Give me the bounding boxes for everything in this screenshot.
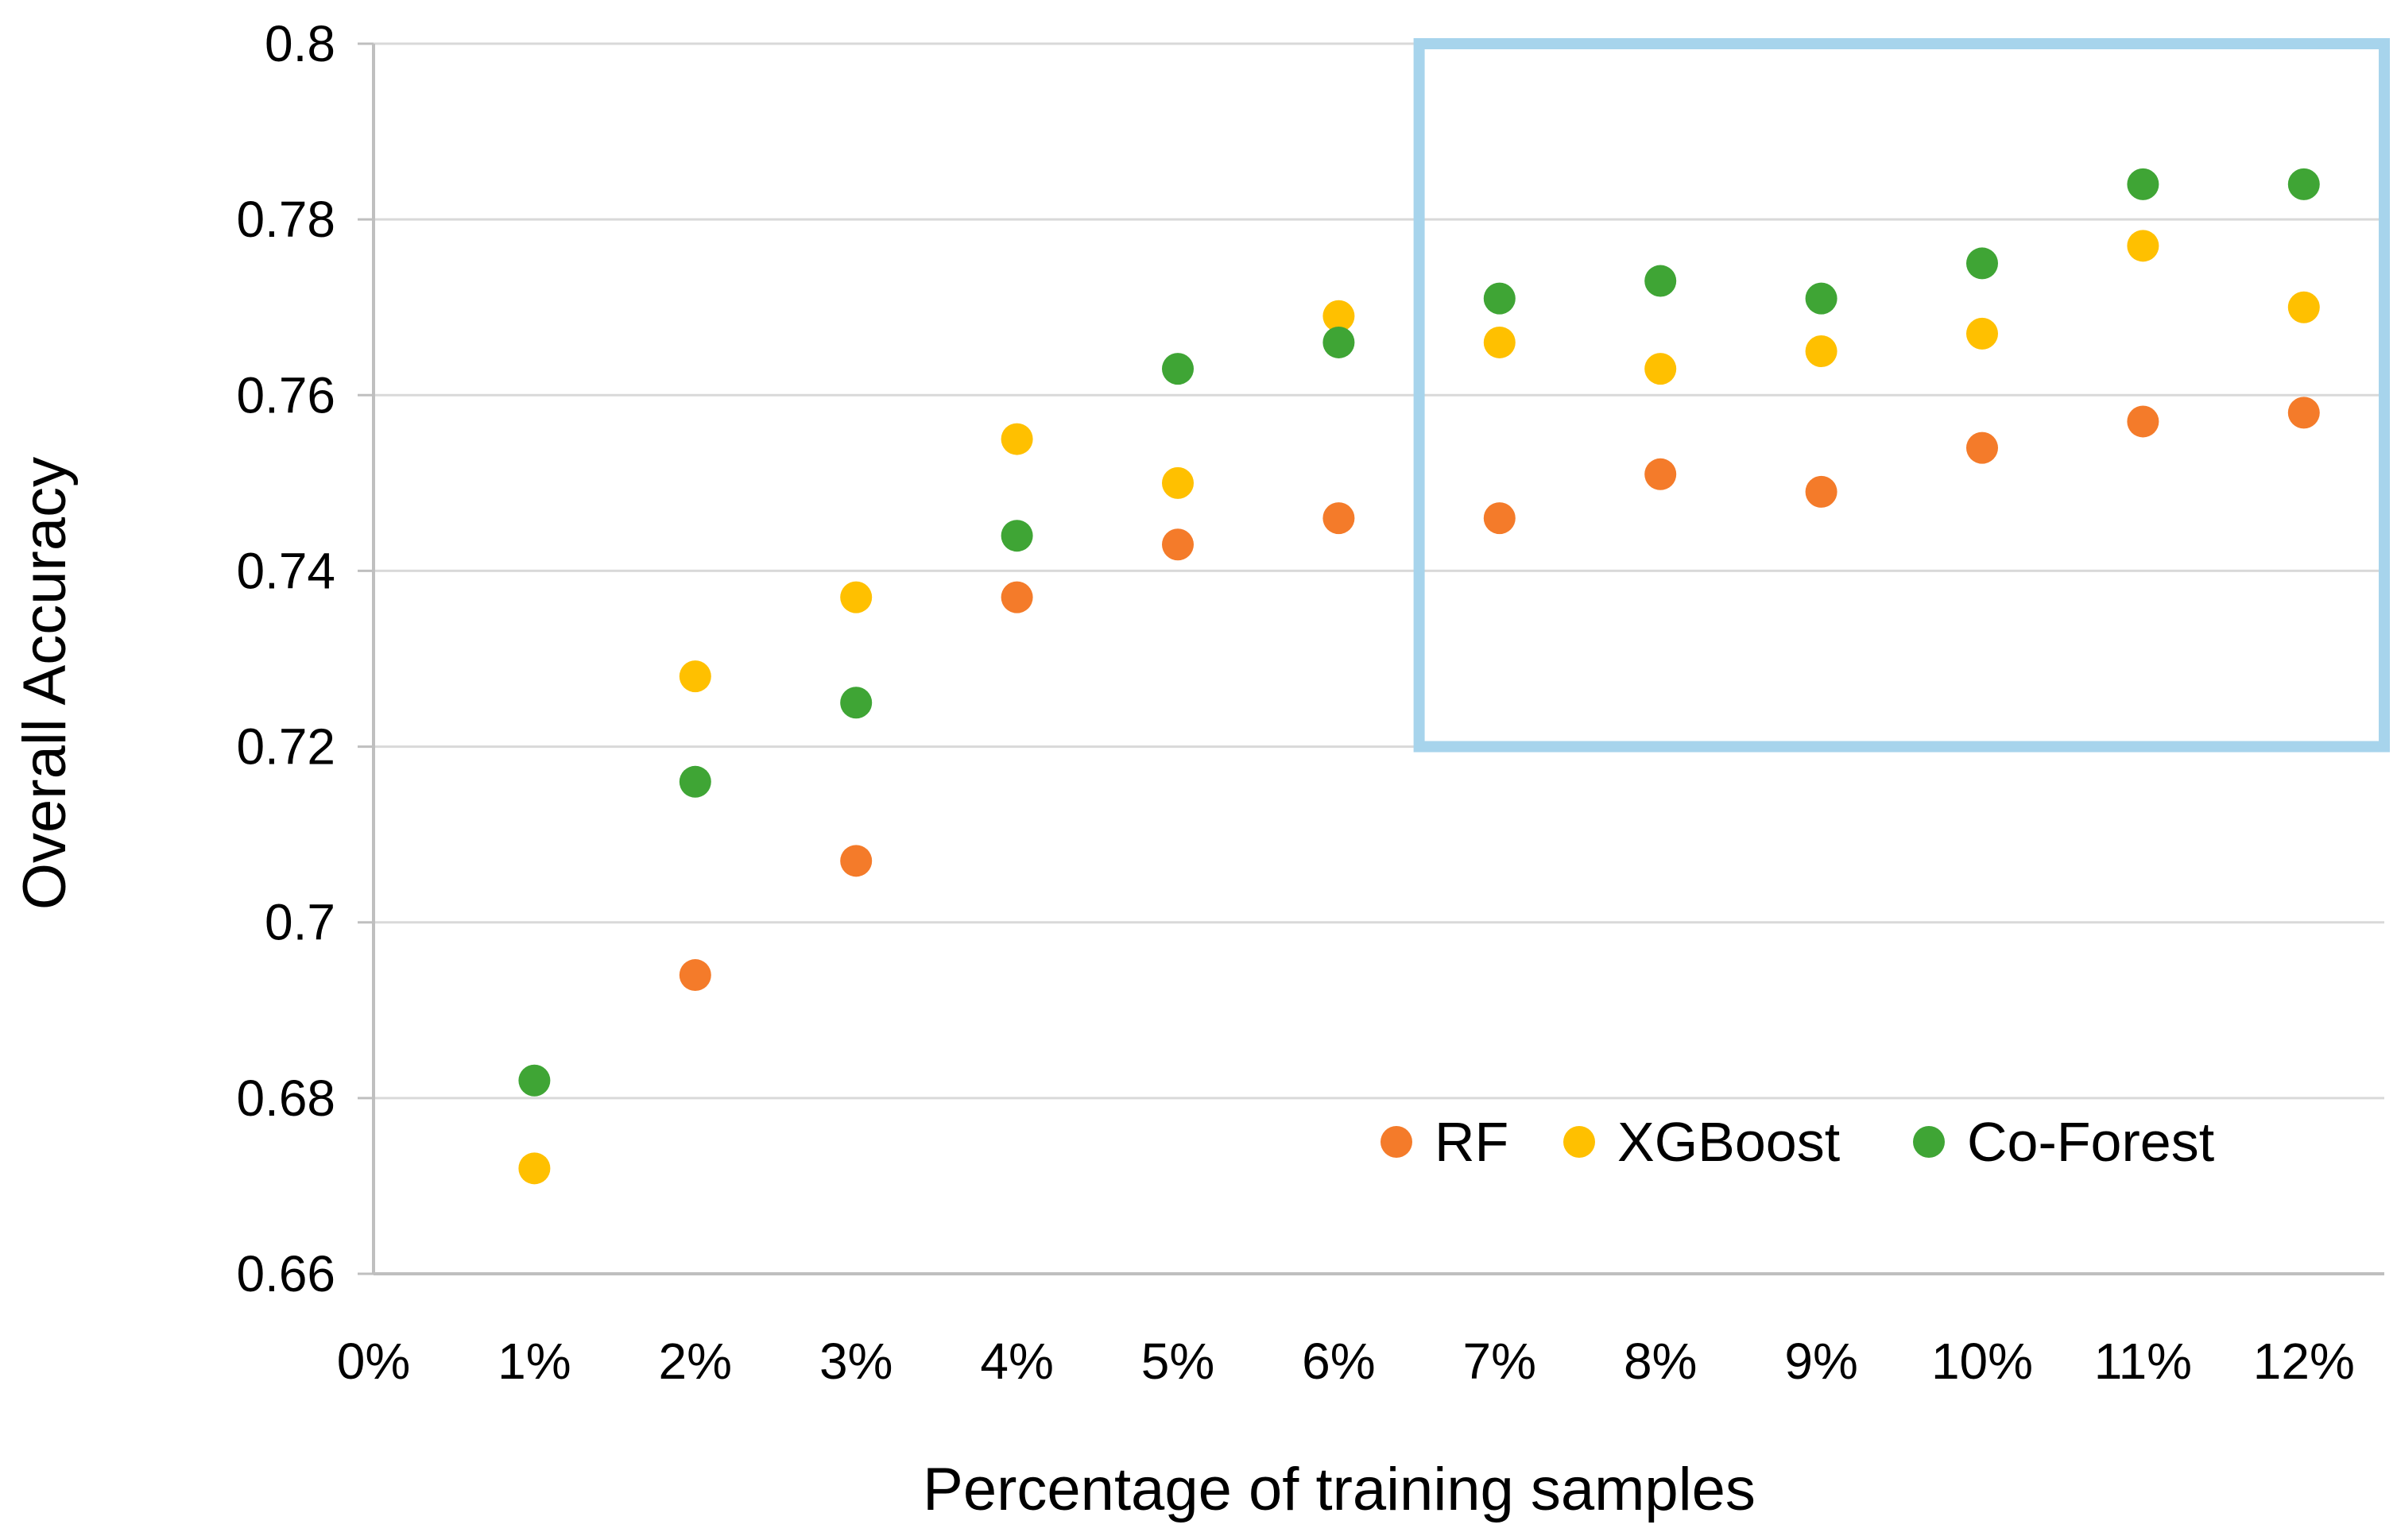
x-tick-label: 0% <box>337 1333 411 1390</box>
data-point-rf <box>1966 431 1998 464</box>
y-tick-label: 0.78 <box>236 191 335 248</box>
legend-marker <box>1563 1126 1595 1158</box>
data-point-xgboost <box>1805 335 1837 367</box>
x-tick-label: 12% <box>2253 1333 2355 1390</box>
data-points <box>518 168 2320 1185</box>
data-point-rf <box>679 959 711 992</box>
data-point-co-forest <box>1001 520 1033 552</box>
legend: RF XGBoost Co-Forest <box>1381 1111 2214 1173</box>
y-axis-title: Overall Accuracy <box>11 457 79 910</box>
data-point-co-forest <box>2287 168 2320 200</box>
data-point-xgboost <box>518 1152 551 1185</box>
data-point-co-forest <box>1805 282 1837 315</box>
y-tick-label: 0.74 <box>236 542 335 599</box>
legend-label: Co-Forest <box>1967 1111 2214 1173</box>
data-point-co-forest <box>1162 353 1194 385</box>
axes <box>358 42 2384 1275</box>
y-tick-label: 0.66 <box>236 1245 335 1302</box>
data-point-xgboost <box>2127 230 2159 262</box>
data-point-xgboost <box>1644 353 1677 385</box>
data-point-rf <box>1483 502 1516 535</box>
data-point-xgboost <box>1966 317 1998 350</box>
x-tick-label: 11% <box>2094 1333 2192 1390</box>
x-axis-title: Percentage of training samples <box>923 1456 1756 1523</box>
highlight-box <box>1413 38 2390 753</box>
x-tick-label: 3% <box>819 1333 893 1390</box>
x-tick-labels: 0% 1% 2% 3% 4% 5% 6% 7% 8% 9% 10% 11% 12% <box>337 1333 2355 1390</box>
data-point-rf <box>840 845 873 877</box>
data-point-xgboost <box>1162 466 1194 499</box>
x-tick-label: 1% <box>498 1333 571 1390</box>
data-point-rf <box>1001 581 1033 613</box>
data-point-co-forest <box>1966 247 1998 280</box>
data-point-co-forest <box>1322 326 1355 358</box>
data-point-rf <box>2287 397 2320 429</box>
data-point-rf <box>1162 528 1194 561</box>
data-point-xgboost <box>1483 326 1516 358</box>
y-tick-labels: 0.66 0.68 0.7 0.72 0.74 0.76 0.78 0.8 <box>236 15 335 1302</box>
y-tick-label: 0.8 <box>265 15 335 72</box>
highlight-region <box>1413 38 2390 753</box>
data-point-co-forest <box>2127 168 2159 200</box>
x-tick-label: 6% <box>1302 1333 1376 1390</box>
x-tick-label: 7% <box>1463 1333 1537 1390</box>
data-point-xgboost <box>679 660 711 693</box>
x-tick-label: 2% <box>659 1333 733 1390</box>
data-point-co-forest <box>840 687 873 719</box>
data-point-co-forest <box>1644 265 1677 297</box>
gridlines <box>374 42 2384 1100</box>
y-tick-label: 0.72 <box>236 718 335 776</box>
x-tick-label: 4% <box>980 1333 1054 1390</box>
x-tick-label: 10% <box>1931 1333 2033 1390</box>
data-point-rf <box>1644 458 1677 490</box>
data-point-xgboost <box>2287 291 2320 323</box>
x-tick-label: 5% <box>1141 1333 1215 1390</box>
legend-label: XGBoost <box>1617 1111 1840 1173</box>
data-point-co-forest <box>518 1064 551 1097</box>
x-tick-label: 9% <box>1784 1333 1858 1390</box>
data-point-rf <box>1805 475 1837 508</box>
data-point-rf <box>1322 502 1355 535</box>
data-point-xgboost <box>840 581 873 613</box>
data-point-xgboost <box>1322 300 1355 332</box>
legend-label: RF <box>1435 1111 1508 1173</box>
legend-marker <box>1381 1126 1412 1158</box>
x-tick-label: 8% <box>1624 1333 1698 1390</box>
legend-marker <box>1913 1126 1945 1158</box>
y-tick-label: 0.68 <box>236 1070 335 1127</box>
data-point-rf <box>2127 405 2159 438</box>
data-point-xgboost <box>1001 423 1033 455</box>
data-point-co-forest <box>679 765 711 798</box>
y-tick-label: 0.7 <box>265 894 335 951</box>
y-tick-label: 0.76 <box>236 366 335 424</box>
data-point-co-forest <box>1483 282 1516 315</box>
